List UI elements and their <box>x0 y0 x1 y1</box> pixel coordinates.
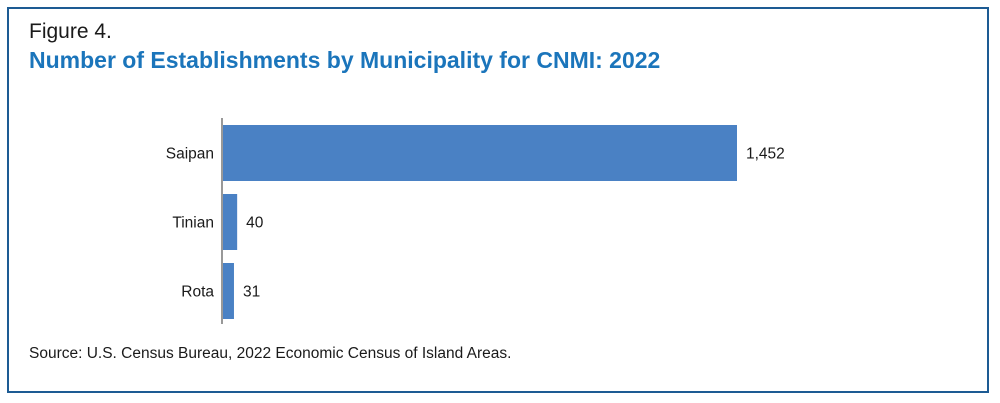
value-label-rota: 31 <box>243 284 260 301</box>
value-label-tinian: 40 <box>246 215 264 232</box>
bar-saipan <box>223 125 737 181</box>
chart-title: Number of Establishments by Municipality… <box>29 47 661 73</box>
category-label-rota: Rota <box>181 284 214 301</box>
bar-tinian <box>223 194 238 250</box>
value-label-saipan: 1,452 <box>746 146 785 163</box>
figure-frame <box>7 7 989 393</box>
bar-rota <box>223 263 234 319</box>
category-label-saipan: Saipan <box>166 146 214 163</box>
source-note: Source: U.S. Census Bureau, 2022 Economi… <box>29 345 512 362</box>
category-label-tinian: Tinian <box>172 215 214 232</box>
figure-label: Figure 4. <box>29 20 112 43</box>
